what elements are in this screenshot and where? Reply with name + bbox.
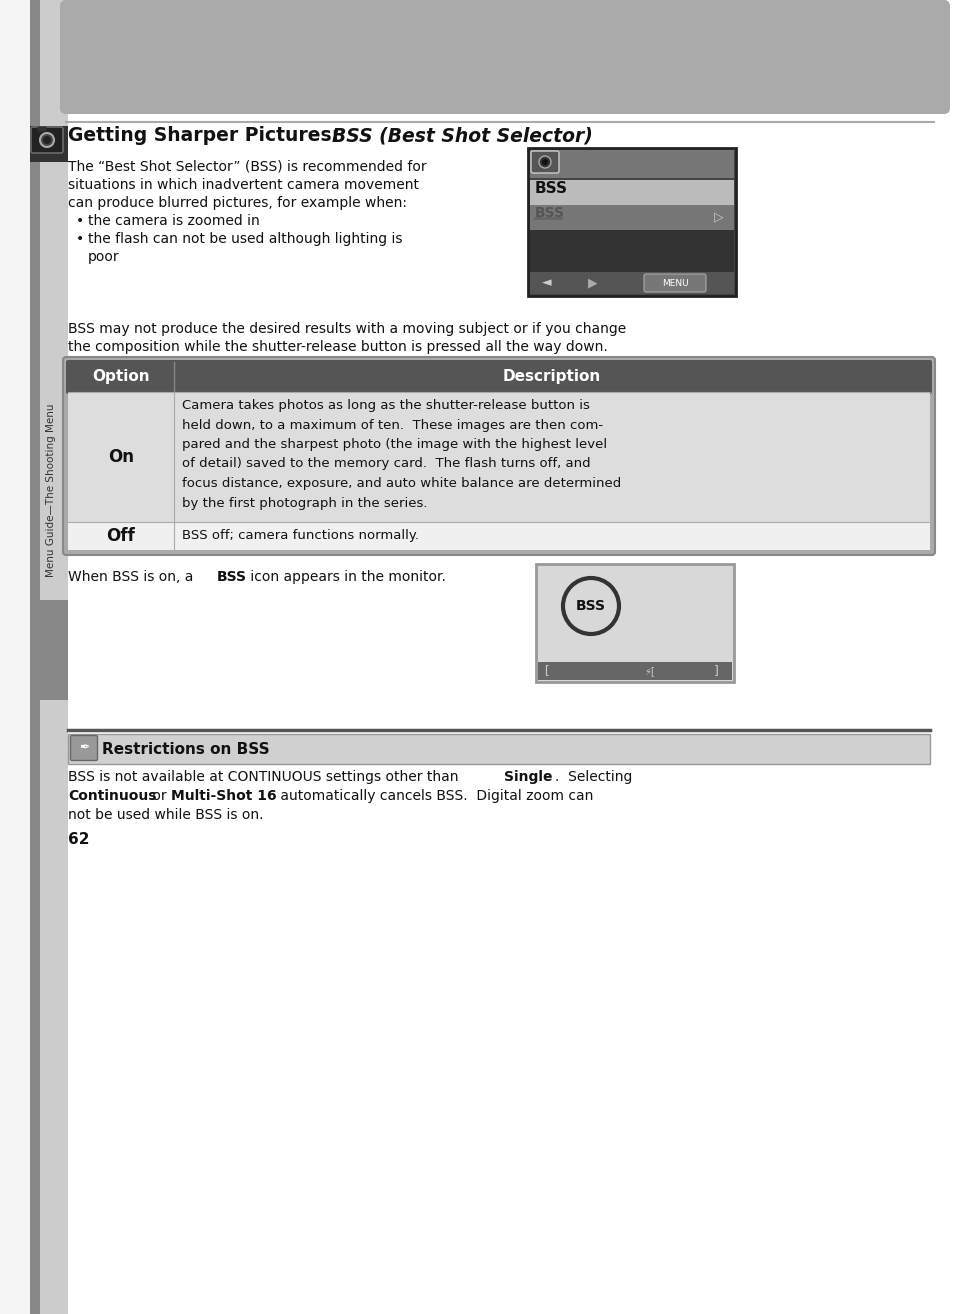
Bar: [68, 392, 929, 522]
Text: BSS may not produce the desired results with a moving subject or if you change: BSS may not produce the desired results …: [68, 322, 625, 336]
Text: can produce blurred pictures, for example when:: can produce blurred pictures, for exampl…: [68, 196, 407, 210]
Text: ▷: ▷: [713, 210, 723, 223]
Text: ✒: ✒: [79, 741, 90, 754]
Circle shape: [562, 578, 618, 633]
Circle shape: [538, 156, 551, 168]
Text: ]: ]: [712, 665, 720, 678]
FancyBboxPatch shape: [30, 127, 63, 152]
Text: or: or: [148, 788, 171, 803]
Text: the camera is zoomed in: the camera is zoomed in: [88, 214, 259, 229]
Text: •: •: [76, 214, 84, 229]
Text: Restrictions on BSS: Restrictions on BSS: [102, 741, 270, 757]
Text: ▶: ▶: [587, 276, 597, 289]
Text: Menu Guide—The Shooting Menu: Menu Guide—The Shooting Menu: [46, 403, 56, 577]
FancyBboxPatch shape: [531, 151, 558, 173]
FancyBboxPatch shape: [643, 275, 705, 292]
Bar: [536, 564, 733, 682]
Bar: [530, 180, 733, 205]
Bar: [30, 0, 40, 1314]
Circle shape: [43, 137, 51, 145]
FancyBboxPatch shape: [66, 360, 931, 394]
Text: BSS off; camera functions normally.: BSS off; camera functions normally.: [182, 530, 418, 543]
Text: When BSS is on, a: When BSS is on, a: [68, 570, 197, 583]
Bar: [68, 735, 929, 763]
Text: 62: 62: [68, 832, 90, 848]
Bar: [0, 0, 30, 1314]
Text: icon appears in the monitor.: icon appears in the monitor.: [246, 570, 445, 583]
Bar: [530, 230, 733, 272]
Text: BSS: BSS: [576, 599, 605, 614]
Bar: [30, 0, 68, 1314]
Text: Single: Single: [503, 770, 552, 784]
Text: not be used while BSS is on.: not be used while BSS is on.: [68, 808, 263, 823]
Text: Continuous: Continuous: [68, 788, 156, 803]
Text: poor: poor: [88, 250, 119, 264]
Bar: [530, 150, 733, 177]
Text: MENU: MENU: [661, 279, 688, 288]
Text: focus distance, exposure, and auto white balance are determined: focus distance, exposure, and auto white…: [182, 477, 620, 490]
Bar: [30, 126, 68, 162]
Text: Option: Option: [92, 369, 150, 385]
Bar: [527, 148, 735, 296]
Text: the flash can not be used although lighting is: the flash can not be used although light…: [88, 233, 402, 246]
Bar: [537, 662, 731, 681]
Text: of detail) saved to the memory card.  The flash turns off, and: of detail) saved to the memory card. The…: [182, 457, 590, 470]
Text: .  Selecting: . Selecting: [555, 770, 632, 784]
Circle shape: [40, 133, 54, 147]
Text: BSS: BSS: [535, 181, 567, 196]
Text: BSS is not available at CONTINUOUS settings other than: BSS is not available at CONTINUOUS setti…: [68, 770, 462, 784]
Text: automatically cancels BSS.  Digital zoom can: automatically cancels BSS. Digital zoom …: [275, 788, 593, 803]
Text: Camera takes photos as long as the shutter-release button is: Camera takes photos as long as the shutt…: [182, 399, 589, 413]
Text: pared and the sharpest photo (the image with the highest level: pared and the sharpest photo (the image …: [182, 438, 606, 451]
Bar: [30, 600, 68, 700]
Text: Off: Off: [107, 527, 135, 545]
Text: •: •: [76, 233, 84, 246]
Text: the composition while the shutter-release button is pressed all the way down.: the composition while the shutter-releas…: [68, 340, 607, 353]
Text: Description: Description: [502, 369, 600, 385]
Text: BSS: BSS: [216, 570, 247, 583]
FancyBboxPatch shape: [71, 736, 97, 761]
Text: situations in which inadvertent camera movement: situations in which inadvertent camera m…: [68, 177, 418, 192]
Text: held down, to a maximum of ten.  These images are then com-: held down, to a maximum of ten. These im…: [182, 418, 602, 431]
FancyBboxPatch shape: [63, 357, 934, 555]
Text: BSS (Best Shot Selector): BSS (Best Shot Selector): [332, 126, 592, 145]
FancyBboxPatch shape: [60, 0, 949, 114]
Text: [: [: [541, 665, 549, 678]
Text: by the first photograph in the series.: by the first photograph in the series.: [182, 497, 427, 510]
Text: ⚡[: ⚡[: [644, 666, 655, 675]
Circle shape: [541, 159, 547, 166]
Text: Multi-Shot 16: Multi-Shot 16: [171, 788, 276, 803]
Text: Getting Sharper Pictures:: Getting Sharper Pictures:: [68, 126, 345, 145]
FancyBboxPatch shape: [37, 126, 47, 131]
Text: The “Best Shot Selector” (BSS) is recommended for: The “Best Shot Selector” (BSS) is recomm…: [68, 160, 426, 173]
Text: BSS: BSS: [535, 206, 564, 219]
Text: ◄: ◄: [541, 276, 551, 289]
Text: On: On: [108, 448, 133, 466]
Bar: [68, 522, 929, 551]
Bar: [530, 272, 733, 294]
Bar: [530, 205, 733, 230]
